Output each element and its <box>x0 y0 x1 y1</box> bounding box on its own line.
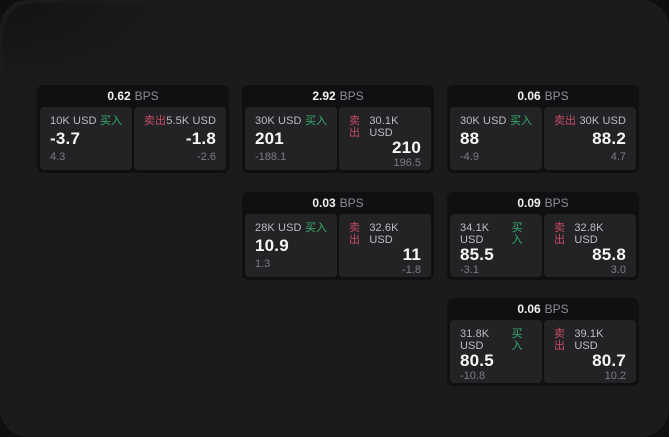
buy-amount: 34.1K USD <box>460 222 490 246</box>
sell-panel[interactable]: 卖出 39.1K USD 80.7 10.2 <box>544 320 636 383</box>
buy-side-label: 买入 <box>511 222 523 246</box>
buy-side-label: 买入 <box>305 115 327 127</box>
bps-header: 2.92 BPS <box>242 85 434 107</box>
bps-unit-label: BPS <box>339 89 364 103</box>
sell-panel[interactable]: 卖出 32.8K USD 85.8 3.0 <box>544 214 636 277</box>
quote-card: 0.62 BPS 10K USD 买入 -3.7 4.3 卖出 5.5K USD… <box>37 85 229 173</box>
sell-panel[interactable]: 卖出 30K USD 88.2 4.7 <box>544 107 636 170</box>
sell-sub-value: 196.5 <box>393 157 421 169</box>
buy-price: 10.9 <box>255 236 289 255</box>
sell-price: -1.8 <box>185 129 216 148</box>
quote-card: 0.09 BPS 34.1K USD 买入 85.5 -3.1 卖出 32.8K… <box>447 192 639 280</box>
buy-price: -3.7 <box>50 129 81 148</box>
sell-amount: 39.1K USD <box>574 328 604 352</box>
sell-side-label: 卖出 <box>144 115 166 127</box>
quote-card-body: 30K USD 买入 88 -4.9 卖出 30K USD 88.2 4.7 <box>447 107 639 173</box>
buy-panel[interactable]: 31.8K USD 买入 80.5 -10.8 <box>450 320 542 383</box>
sell-price: 80.7 <box>592 351 626 370</box>
quote-card: 0.06 BPS 30K USD 买入 88 -4.9 卖出 30K USD 8… <box>447 85 639 173</box>
bps-value: 0.09 <box>517 196 541 210</box>
buy-sub-value: -3.1 <box>460 264 479 276</box>
sell-sub-value: -1.8 <box>402 264 421 276</box>
sell-sub-value: 4.7 <box>610 151 626 163</box>
sell-sub-value: 10.2 <box>604 370 626 382</box>
sell-amount: 5.5K USD <box>166 115 216 127</box>
buy-amount: 31.8K USD <box>460 328 490 352</box>
buy-side-label: 买入 <box>510 115 532 127</box>
buy-price: 201 <box>255 129 284 148</box>
sell-price: 11 <box>402 245 421 264</box>
sell-amount: 32.8K USD <box>574 222 604 246</box>
buy-amount: 10K USD <box>50 115 97 127</box>
buy-panel[interactable]: 30K USD 买入 88 -4.9 <box>450 107 542 170</box>
quote-card-body: 30K USD 买入 201 -188.1 卖出 30.1K USD 210 1… <box>242 107 434 173</box>
buy-amount: 30K USD <box>460 115 507 127</box>
bps-header: 0.06 BPS <box>447 298 639 320</box>
buy-price: 85.5 <box>460 245 494 264</box>
buy-panel[interactable]: 34.1K USD 买入 85.5 -3.1 <box>450 214 542 277</box>
bps-unit-label: BPS <box>134 89 159 103</box>
sell-panel[interactable]: 卖出 5.5K USD -1.8 -2.6 <box>134 107 226 170</box>
quote-card-body: 31.8K USD 买入 80.5 -10.8 卖出 39.1K USD 80.… <box>447 320 639 386</box>
buy-panel[interactable]: 30K USD 买入 201 -188.1 <box>245 107 337 170</box>
buy-amount: 30K USD <box>255 115 302 127</box>
bps-header: 0.62 BPS <box>37 85 229 107</box>
sell-sub-value: -2.6 <box>197 151 216 163</box>
buy-sub-value: -188.1 <box>255 151 287 163</box>
bps-unit-label: BPS <box>544 302 569 316</box>
bps-unit-label: BPS <box>544 89 569 103</box>
bps-header: 0.03 BPS <box>242 192 434 214</box>
quote-card-body: 28K USD 买入 10.9 1.3 卖出 32.6K USD 11 -1.8 <box>242 214 434 280</box>
buy-sub-value: 1.3 <box>255 258 271 270</box>
bps-header: 0.06 BPS <box>447 85 639 107</box>
bps-value: 0.62 <box>107 89 131 103</box>
quote-card: 2.92 BPS 30K USD 买入 201 -188.1 卖出 30.1K … <box>242 85 434 173</box>
quote-card-body: 10K USD 买入 -3.7 4.3 卖出 5.5K USD -1.8 -2.… <box>37 107 229 173</box>
quote-card: 0.03 BPS 28K USD 买入 10.9 1.3 卖出 32.6K US… <box>242 192 434 280</box>
buy-panel[interactable]: 28K USD 买入 10.9 1.3 <box>245 214 337 277</box>
buy-side-label: 买入 <box>511 328 523 352</box>
quote-card: 0.06 BPS 31.8K USD 买入 80.5 -10.8 卖出 39.1… <box>447 298 639 386</box>
buy-price: 88 <box>460 129 480 148</box>
sell-price: 85.8 <box>592 245 626 264</box>
sell-panel[interactable]: 卖出 32.6K USD 11 -1.8 <box>339 214 431 277</box>
sell-panel[interactable]: 卖出 30.1K USD 210 196.5 <box>339 107 431 170</box>
sell-amount: 30.1K USD <box>369 115 399 139</box>
buy-price: 80.5 <box>460 351 494 370</box>
buy-sub-value: 4.3 <box>50 151 66 163</box>
bps-value: 2.92 <box>312 89 336 103</box>
bps-value: 0.03 <box>312 196 336 210</box>
sell-price: 210 <box>392 138 421 157</box>
sell-sub-value: 3.0 <box>610 264 626 276</box>
bps-unit-label: BPS <box>339 196 364 210</box>
sell-price: 88.2 <box>592 129 626 148</box>
buy-sub-value: -4.9 <box>460 151 479 163</box>
buy-amount: 28K USD <box>255 222 302 234</box>
bps-value: 0.06 <box>517 89 541 103</box>
buy-side-label: 买入 <box>305 222 327 234</box>
buy-side-label: 买入 <box>100 115 122 127</box>
buy-sub-value: -10.8 <box>460 370 486 382</box>
sell-amount: 32.6K USD <box>369 222 399 246</box>
sell-side-label: 卖出 <box>349 115 360 139</box>
sell-side-label: 卖出 <box>554 115 576 127</box>
bps-value: 0.06 <box>517 302 541 316</box>
sell-side-label: 卖出 <box>554 222 565 246</box>
bps-header: 0.09 BPS <box>447 192 639 214</box>
sell-side-label: 卖出 <box>554 328 565 352</box>
quote-card-body: 34.1K USD 买入 85.5 -3.1 卖出 32.8K USD 85.8… <box>447 214 639 280</box>
sell-amount: 30K USD <box>579 115 626 127</box>
sell-side-label: 卖出 <box>349 222 360 246</box>
buy-panel[interactable]: 10K USD 买入 -3.7 4.3 <box>40 107 132 170</box>
bps-unit-label: BPS <box>544 196 569 210</box>
